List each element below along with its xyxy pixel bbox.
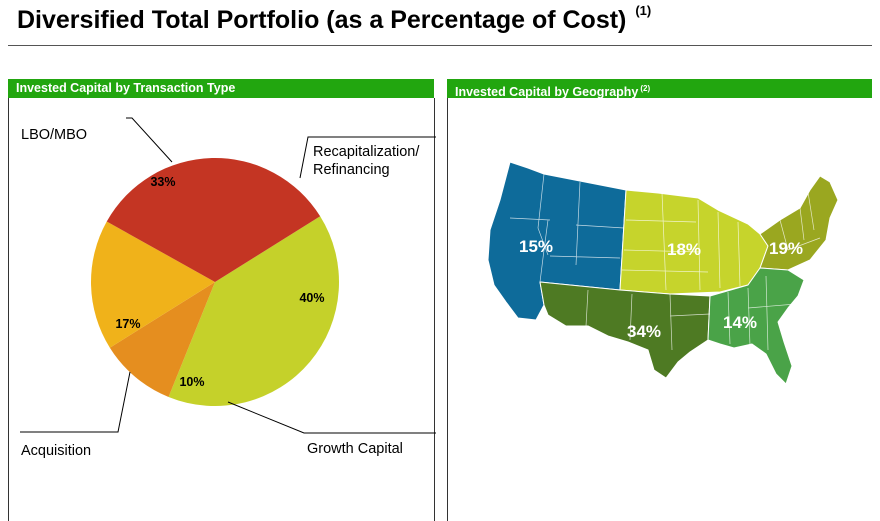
state-borders-midwest [621, 192, 741, 291]
pie-value-label: 17% [115, 317, 140, 331]
right-panel-border [447, 98, 448, 521]
title-divider [8, 45, 872, 46]
label-growth-capital: Growth Capital [307, 441, 403, 457]
map-value-southwest: 34% [627, 322, 661, 341]
left-panel-border-right [434, 98, 435, 521]
leader-line-lbo [126, 117, 173, 163]
transaction-type-panel-header: Invested Capital by Transaction Type [8, 79, 434, 98]
title-footnote: (1) [635, 2, 652, 18]
pie-value-label: 10% [179, 375, 204, 389]
pie-slice-recapitalization-refinancing [168, 216, 339, 406]
leader-line-recap [299, 136, 436, 179]
state-borders-west [509, 173, 625, 283]
pie-value-label: 40% [299, 291, 324, 305]
label-acquisition: Acquisition [21, 443, 92, 459]
pie-slice-lbo-mbo [106, 157, 321, 282]
pie-slice-acquisition [90, 221, 215, 348]
pie-value-label: 33% [150, 175, 175, 189]
leader-line-growth [227, 401, 436, 434]
page-title: Diversified Total Portfolio (as a Percen… [17, 2, 652, 34]
label-lbo-mbo: LBO/MBO [21, 127, 88, 143]
transaction-type-pie-chart: 40% 10% 17% 33% [20, 117, 436, 434]
state-borders-southwest [585, 289, 711, 351]
state-borders-northeast [779, 191, 821, 251]
map-value-west: 15% [519, 237, 553, 256]
geography-footnote: (2) [640, 84, 651, 93]
leader-line-acquisition [20, 371, 131, 433]
region-west [487, 161, 627, 321]
geography-panel-header: Invested Capital by Geography (2) [447, 79, 872, 99]
label-recapitalization: Recapitalization/ Refinancing [313, 144, 420, 178]
us-geography-map: 15% 18% 19% 34% 14% [487, 161, 839, 385]
pie-slice-growth-capital [109, 282, 215, 397]
map-value-northeast: 19% [769, 239, 803, 258]
map-value-midwest: 18% [667, 240, 701, 259]
region-southeast [707, 267, 805, 385]
left-panel-border [8, 98, 9, 521]
region-southwest [539, 281, 711, 379]
map-value-southeast: 14% [723, 313, 757, 332]
state-borders-southeast [727, 275, 797, 351]
